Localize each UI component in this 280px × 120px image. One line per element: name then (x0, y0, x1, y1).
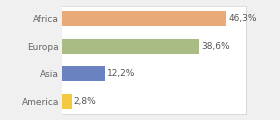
Bar (62, 11, 226, 26)
Text: 12,2%: 12,2% (107, 69, 136, 78)
Text: 46,3%: 46,3% (228, 14, 257, 23)
Bar (62, 66, 105, 81)
Text: 38,6%: 38,6% (201, 42, 230, 51)
Text: 2,8%: 2,8% (74, 97, 96, 106)
Bar (62, 39, 199, 54)
Bar (62, 94, 72, 109)
